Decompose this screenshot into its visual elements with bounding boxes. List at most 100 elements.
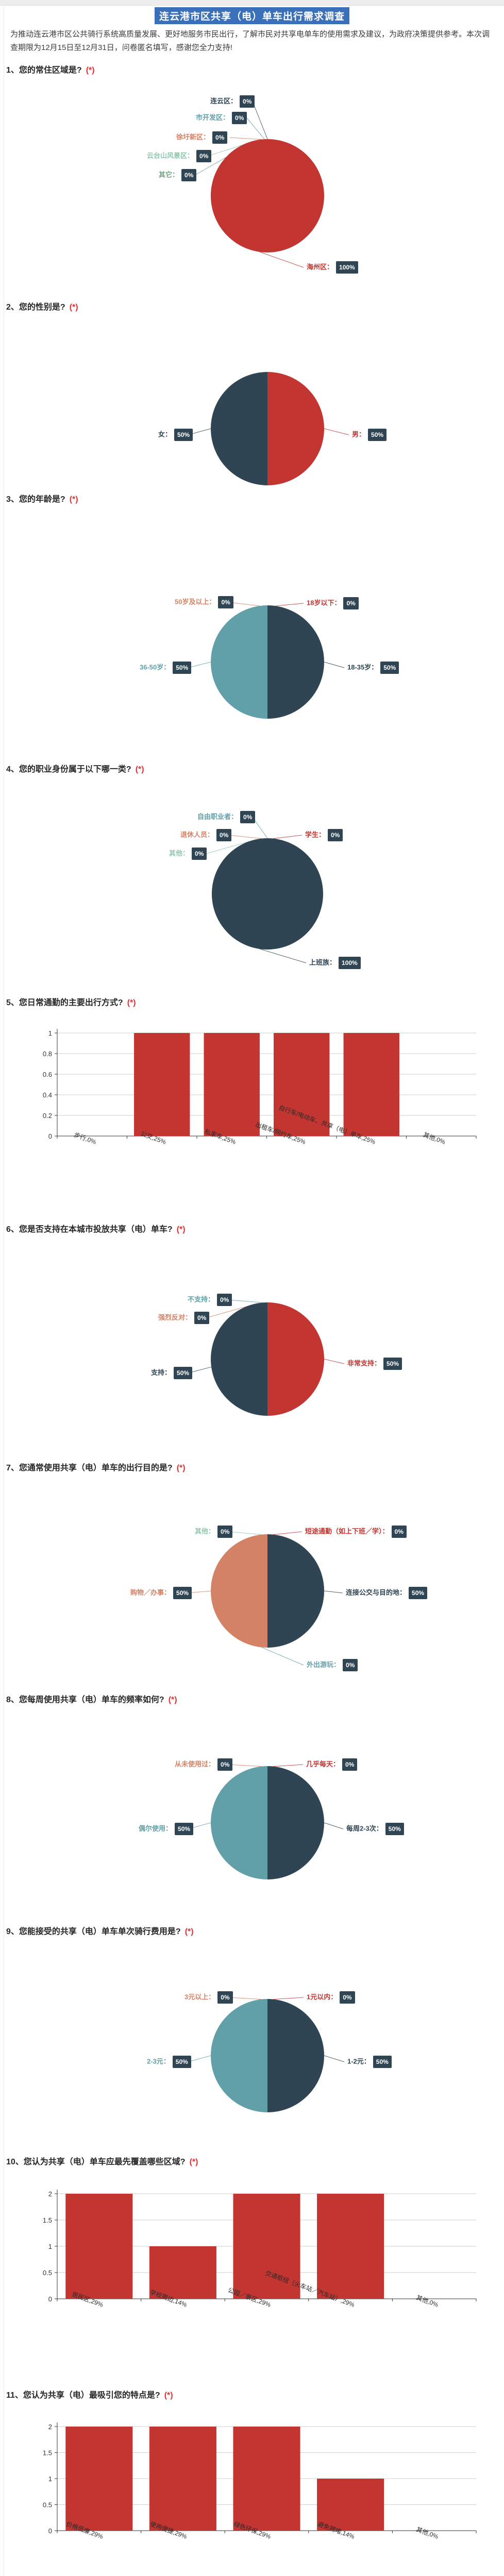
pie-slice-label: 徐圩新区： 0% xyxy=(176,131,228,144)
question-title-text: 6、您是否支持在本城市投放共享（电）单车? xyxy=(6,1225,173,1234)
pie-value-chip: 50% xyxy=(383,1358,402,1370)
pie-label-text: 学生： xyxy=(305,831,326,839)
question-title-3: 3、您的年龄是? (*) xyxy=(6,494,408,505)
question-title-text: 8、您每周使用共享（电）单车的频率如何? xyxy=(6,1696,164,1704)
pie-slice xyxy=(211,1534,267,1648)
leader-line xyxy=(324,2055,345,2062)
leader-line xyxy=(228,1764,262,1767)
pie-slice-label: 36-50岁： 50% xyxy=(140,662,192,674)
question-title-11: 11、您认为共享（电）最吸引您的特点是? (*) xyxy=(6,2389,408,2401)
pie-value-chip: 100% xyxy=(336,261,358,274)
category-label: 其他,0% xyxy=(415,2526,440,2540)
question-title-text: 3、您的年龄是? xyxy=(6,495,65,504)
bar xyxy=(274,1033,330,1136)
question-title-2: 2、您的性别是? (*) xyxy=(6,301,408,313)
pie-value-chip: 0% xyxy=(240,811,256,823)
y-tick-label: 1.5 xyxy=(43,2449,52,2457)
page-title-text: 连云港市区共享（电）单车出行需求调查 xyxy=(154,7,349,24)
pie-value-chip: 0% xyxy=(218,596,233,608)
bar xyxy=(233,2194,300,2299)
pie-label-text: 非常支持： xyxy=(347,1359,381,1367)
pie-value-chip: 50% xyxy=(174,1367,193,1379)
bar xyxy=(343,1033,399,1136)
pie-slice xyxy=(267,1766,324,1879)
pie-value-chip: 0% xyxy=(343,597,359,609)
pie-slice-label: 50岁及以上： 0% xyxy=(175,596,233,608)
bar-chart-q5: 0 0.2 0.4 0.6 0.8 1 步行,0% 公交,25% 私家车,25% 出租车/网约车,… xyxy=(0,1023,504,1224)
y-tick-label: 1 xyxy=(48,2243,52,2250)
leader-line xyxy=(188,2055,211,2062)
pie-slice-label: 其他： 0% xyxy=(195,1526,233,1538)
question-title-4: 4、您的职业身份属于以下哪一类? (*) xyxy=(6,764,408,775)
category-label: 其他,0% xyxy=(422,1131,446,1146)
pie-label-text: 每周2-3次： xyxy=(346,1824,383,1833)
pie-chart-q3: 18岁以下： 0% 18-35岁： 50% 36-50岁： 50% 50岁及以上： 0% xyxy=(0,572,504,778)
bar-chart-q11: 0 0.5 1 1.5 2 价格低廉,29% 使用便捷,29% 绿色环保,29% 避免拥堵,14… xyxy=(0,2416,504,2576)
question-title-8: 8、您每周使用共享（电）单车的频率如何? (*) xyxy=(6,1694,408,1706)
pie-slice-label: 不支持： 0% xyxy=(188,1294,232,1306)
pie-chart-q2: 男： 50% 女： 50% xyxy=(0,330,504,531)
pie-svg-q8 xyxy=(188,1764,344,1879)
question-title-text: 9、您能接受的共享（电）单车单次骑行费用是? xyxy=(6,1927,181,1936)
bar-chart-q10: 0 0.5 1 1.5 2 居民区,29% 学校周边,14% 公园／景区,29% 交通枢纽（火车… xyxy=(0,2183,504,2389)
pie-chart-q6: 非常支持： 50% 支持： 50% 不支持： 0% 强烈反对： 0% xyxy=(0,1247,504,1453)
required-marker: (*) xyxy=(135,765,144,774)
y-tick-label: 2 xyxy=(48,2190,52,2198)
bar xyxy=(149,2246,216,2299)
bar xyxy=(149,2427,216,2531)
pie-value-chip: 0% xyxy=(391,1526,407,1538)
pie-label-text: 几乎每天： xyxy=(306,1760,340,1768)
pie-label-text: 其他： xyxy=(169,849,190,857)
required-marker: (*) xyxy=(176,1464,186,1472)
required-marker: (*) xyxy=(184,1927,194,1936)
pie-label-text: 退休人员： xyxy=(180,831,214,839)
y-tick-label: 0 xyxy=(48,2295,52,2303)
pie-value-chip: 0% xyxy=(181,169,197,181)
bar xyxy=(65,2427,133,2531)
pie-value-chip: 0% xyxy=(343,1659,358,1671)
question-title-6: 6、您是否支持在本城市投放共享（电）单车? (*) xyxy=(6,1224,408,1235)
bar xyxy=(317,2479,384,2531)
pie-value-chip: 0% xyxy=(240,95,255,108)
y-tick-label: 0.2 xyxy=(43,1112,52,1120)
pie-chart-q1: 海州区： 100% 连云区： 0% 市开发区： 0% 徐圩新区： 0% 云台山风景区： 0% 其它：… xyxy=(0,82,504,299)
pie-value-chip: 50% xyxy=(173,1587,192,1599)
pie-slice-label: 连云区： 0% xyxy=(210,95,255,108)
required-marker: (*) xyxy=(86,66,95,75)
question-title-1: 1、您的常住区域是? (*) xyxy=(6,64,408,76)
pie-label-text: 海州区： xyxy=(307,263,334,271)
leader-line xyxy=(259,251,304,268)
pie-label-text: 市开发区： xyxy=(196,113,230,122)
pie-label-text: 18岁以下： xyxy=(307,599,341,607)
required-marker: (*) xyxy=(176,1225,186,1234)
pie-slice-label: 外出游玩： 0% xyxy=(307,1659,358,1671)
pie-slice xyxy=(267,1534,324,1648)
question-title-text: 10、您认为共享（电）单车应最先覆盖哪些区域? xyxy=(6,2158,186,2166)
pie-value-chip: 50% xyxy=(409,1587,428,1599)
y-tick-label: 2 xyxy=(48,2423,52,2431)
pie-slice-label: 女： 50% xyxy=(158,429,193,441)
leader-line xyxy=(188,662,211,668)
pie-label-text: 1-2元： xyxy=(347,2057,371,2065)
leader-line xyxy=(273,1531,303,1535)
pie-slice-label: 购物／办事： 50% xyxy=(130,1587,192,1599)
pie-svg-q3 xyxy=(188,602,345,719)
pie-svg-q2 xyxy=(188,372,349,485)
pie-value-chip: 0% xyxy=(217,1526,233,1538)
question-title-9: 9、您能接受的共享（电）单车单次骑行费用是? (*) xyxy=(6,1926,408,1938)
y-tick-label: 1.5 xyxy=(43,2216,52,2224)
pie-label-text: 支持： xyxy=(151,1368,172,1377)
pie-label-text: 偶尔使用： xyxy=(139,1824,173,1833)
required-marker: (*) xyxy=(69,303,78,312)
pie-label-text: 购物／办事： xyxy=(130,1588,171,1597)
leader-line xyxy=(228,1531,262,1535)
pie-value-chip: 0% xyxy=(196,150,212,162)
pie-slice xyxy=(212,838,323,950)
pie-slice-label: 连接公交与目的地： 50% xyxy=(346,1587,428,1599)
pie-value-chip: 0% xyxy=(342,1758,358,1771)
required-marker: (*) xyxy=(168,1696,177,1704)
pie-slice-label: 自由职业者： 0% xyxy=(197,811,256,823)
pie-slice-label: 强烈反对： 0% xyxy=(158,1312,210,1324)
